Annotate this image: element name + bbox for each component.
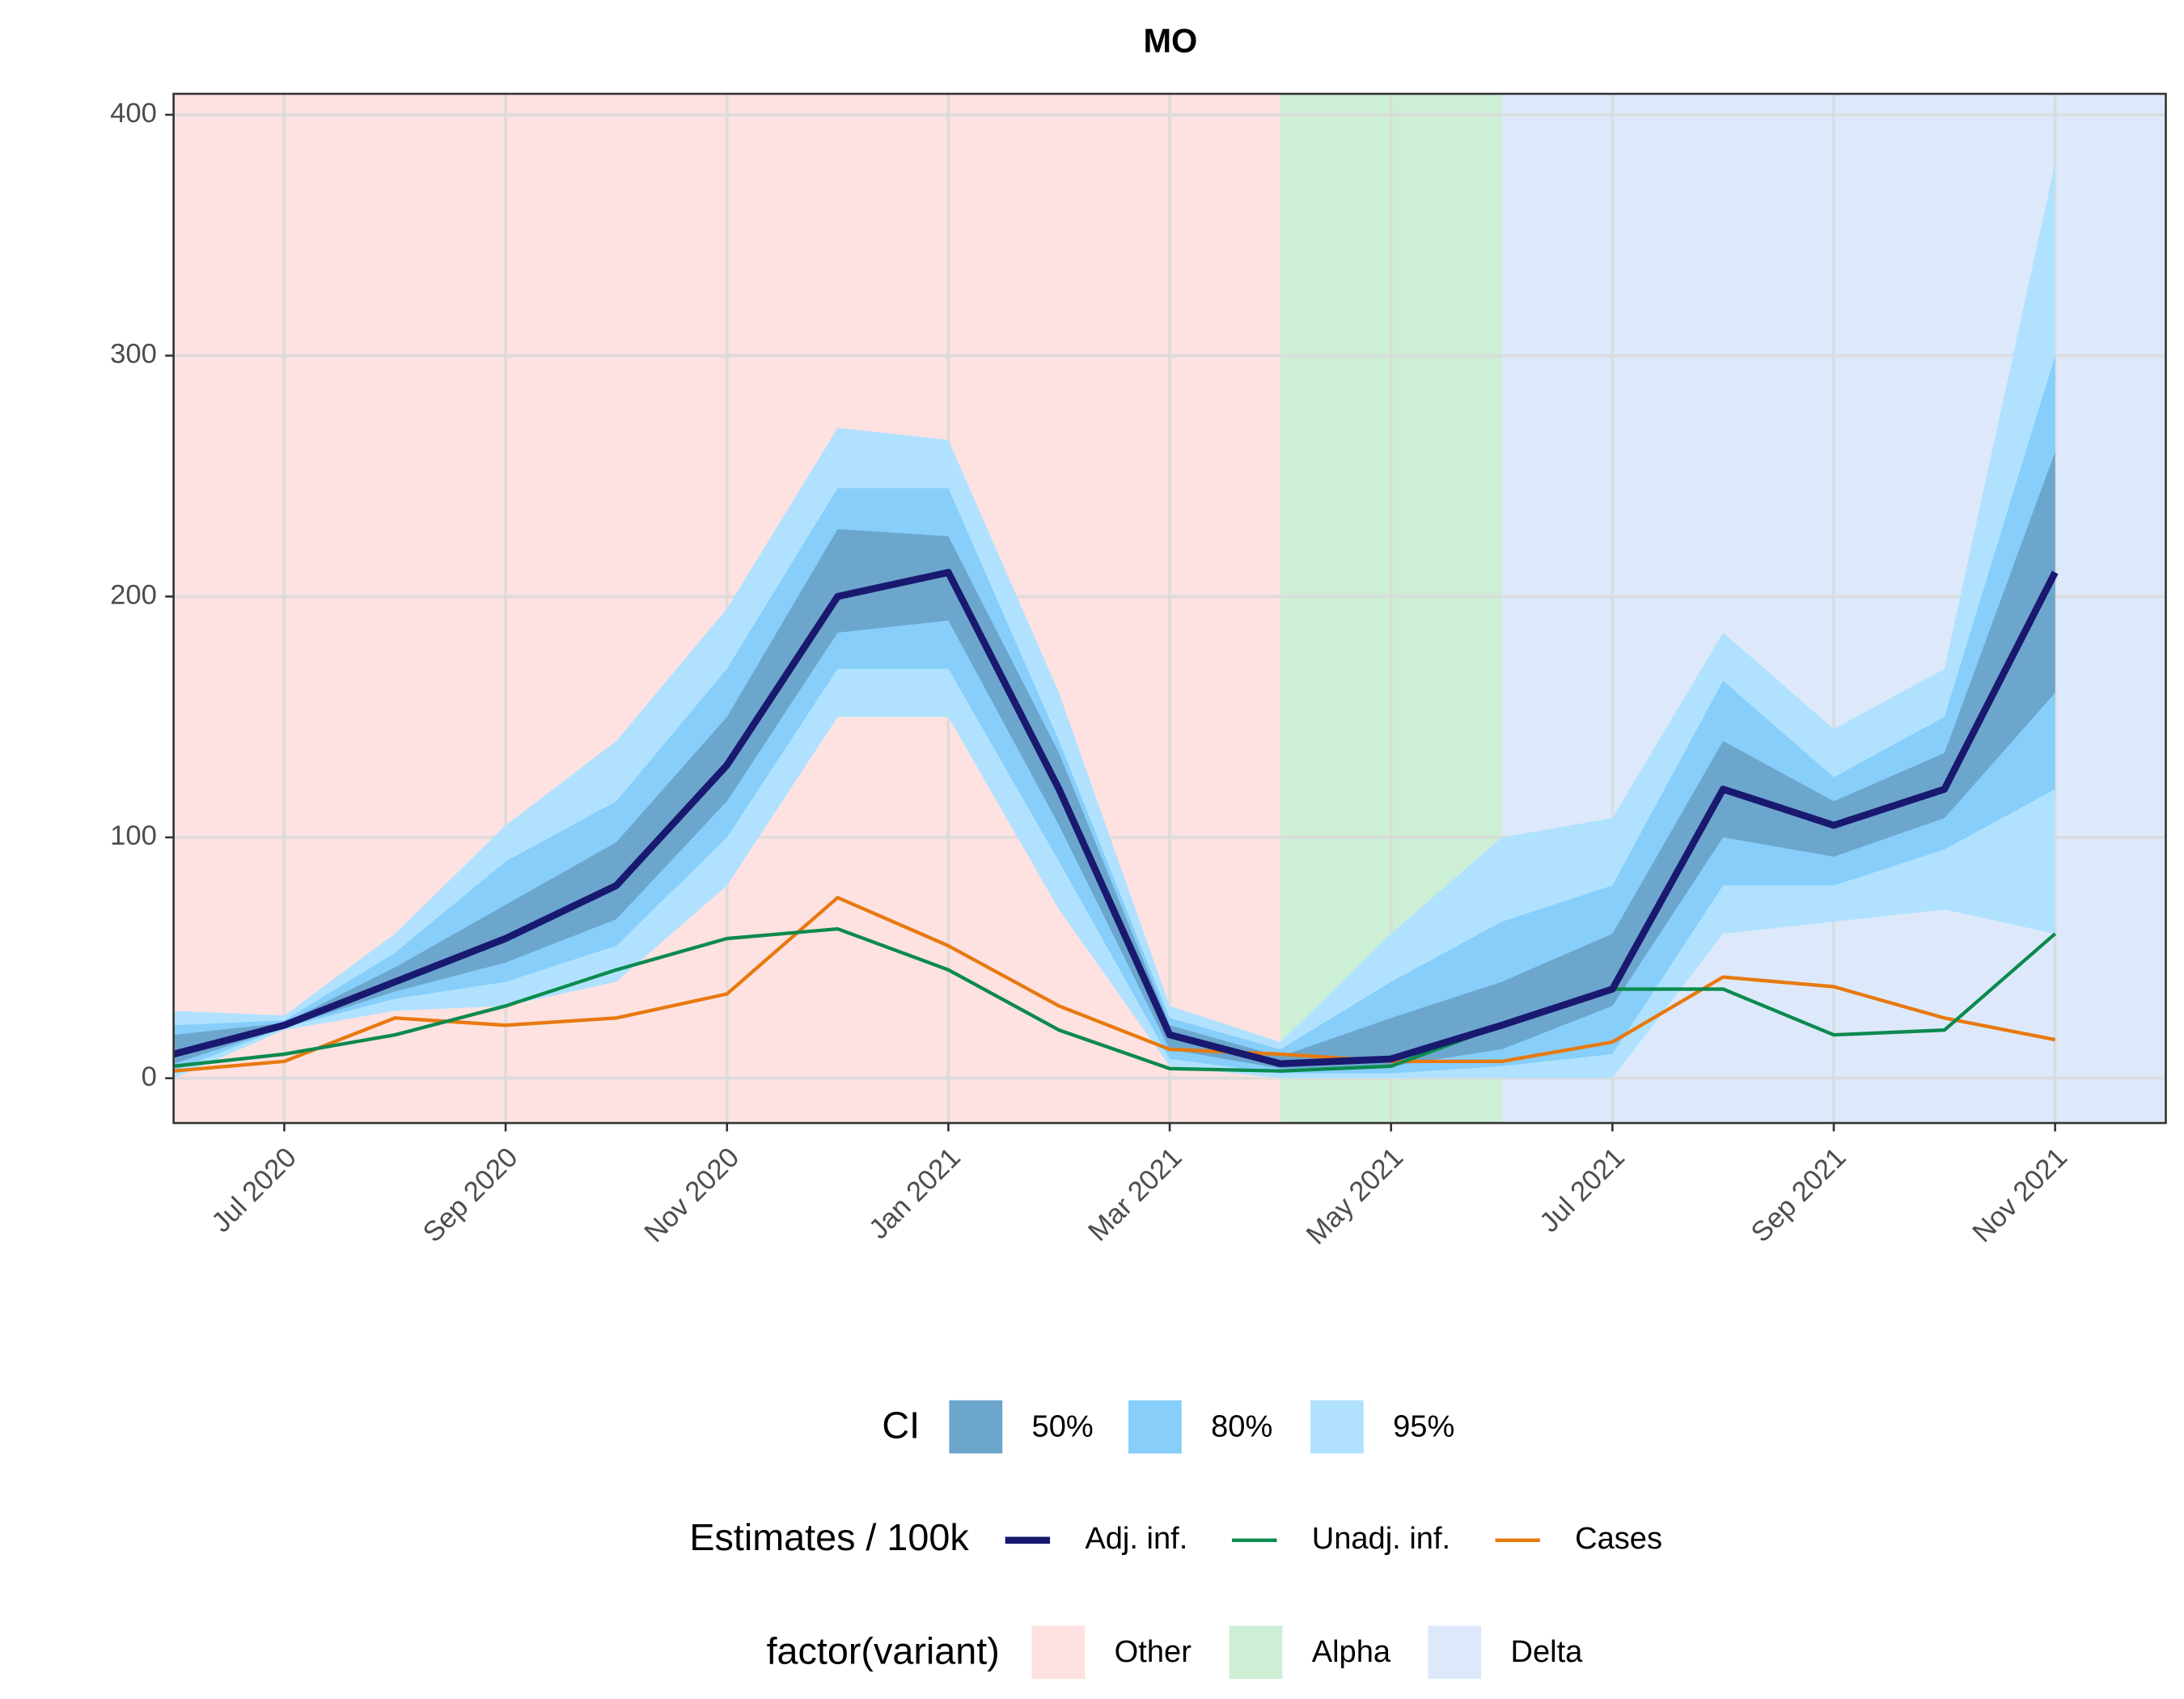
legend-label: Cases: [1575, 1522, 1662, 1556]
legend-key: [1310, 1400, 1364, 1454]
legend-label: Other: [1115, 1635, 1192, 1669]
x-tick-label: Nov 2021: [1967, 1142, 2074, 1248]
legend-title: factor(variant): [767, 1629, 1000, 1671]
legend-label: Delta: [1510, 1635, 1583, 1669]
legend-label: Alpha: [1312, 1635, 1391, 1669]
legend-key: [949, 1400, 1003, 1454]
legend-key: [1128, 1400, 1182, 1454]
x-tick-label: Sep 2020: [417, 1142, 524, 1248]
y-tick-label: 200: [110, 579, 157, 610]
x-tick-label: May 2021: [1301, 1142, 1409, 1250]
chart-title: MO: [1143, 22, 1197, 60]
series-line: [173, 896, 2056, 1073]
legend-label: Adj. inf.: [1085, 1522, 1187, 1556]
y-tick-label: 100: [110, 820, 157, 851]
legend-label: 95%: [1393, 1409, 1454, 1443]
x-tick-label: Sep 2021: [1746, 1142, 1852, 1248]
x-tick-label: Mar 2021: [1082, 1142, 1187, 1247]
legend-title: Estimates / 100k: [689, 1516, 969, 1558]
legend-key: [1428, 1625, 1482, 1680]
legend-label: Unadj. inf.: [1312, 1522, 1450, 1556]
legend-title: CI: [882, 1405, 920, 1447]
series-line: [173, 926, 2057, 1073]
series-line: [172, 569, 2059, 1068]
x-tick-label: Jul 2020: [206, 1142, 303, 1238]
x-tick-label: Jul 2021: [1534, 1142, 1630, 1238]
legend-key: [1031, 1625, 1086, 1680]
x-tick-label: Jan 2021: [863, 1142, 967, 1245]
x-tick-label: Nov 2020: [639, 1142, 746, 1248]
ci-band: [173, 355, 2055, 1074]
y-tick-label: 300: [110, 339, 157, 370]
legend-label: 80%: [1211, 1409, 1272, 1443]
y-tick-label: 400: [110, 98, 157, 129]
y-tick-label: 0: [142, 1061, 157, 1092]
legend-key: [1229, 1625, 1283, 1680]
legend-label: 50%: [1032, 1409, 1094, 1443]
